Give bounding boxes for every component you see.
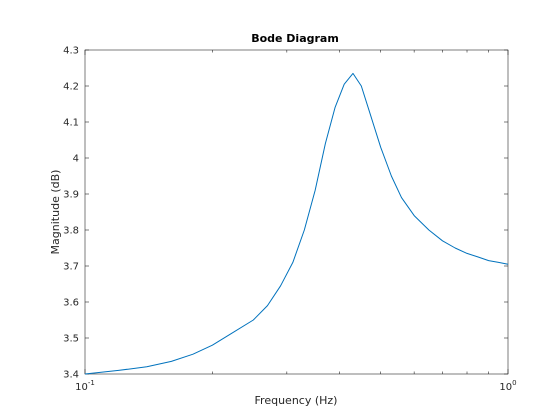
magnitude-series-line <box>84 72 509 375</box>
x-tick-label-exponent: 0 <box>512 379 516 387</box>
y-tick-label: 4.1 <box>63 118 79 129</box>
y-tick-label: 4.3 <box>63 46 79 57</box>
x-tick-label-base: 10 <box>499 382 512 393</box>
y-tick-label: 3.6 <box>63 298 79 309</box>
x-axis: 10-1 100 <box>75 50 517 393</box>
x-tick-label: 100 <box>499 379 516 393</box>
y-tick-label: 3.5 <box>63 334 79 345</box>
y-tick-label: 3.8 <box>63 226 79 237</box>
y-axis-label: Magnitude (dB) <box>49 170 62 255</box>
y-tick-label: 4 <box>73 154 79 165</box>
x-tick-label-exponent: -1 <box>88 379 95 387</box>
x-tick-label: 10-1 <box>75 379 95 393</box>
y-tick-label: 4.2 <box>63 82 79 93</box>
x-tick-label-base: 10 <box>75 382 88 393</box>
chart-title: Bode Diagram <box>251 32 339 45</box>
y-axis: 3.4 3.5 3.6 3.7 3.8 3.9 4 4.1 4.2 4.3 <box>63 46 508 381</box>
y-tick-label: 3.4 <box>63 370 79 381</box>
y-tick-label: 3.7 <box>63 262 79 273</box>
x-axis-label: Frequency (Hz) <box>255 394 338 407</box>
y-tick-label: 3.9 <box>63 190 79 201</box>
plot-area <box>84 49 509 375</box>
